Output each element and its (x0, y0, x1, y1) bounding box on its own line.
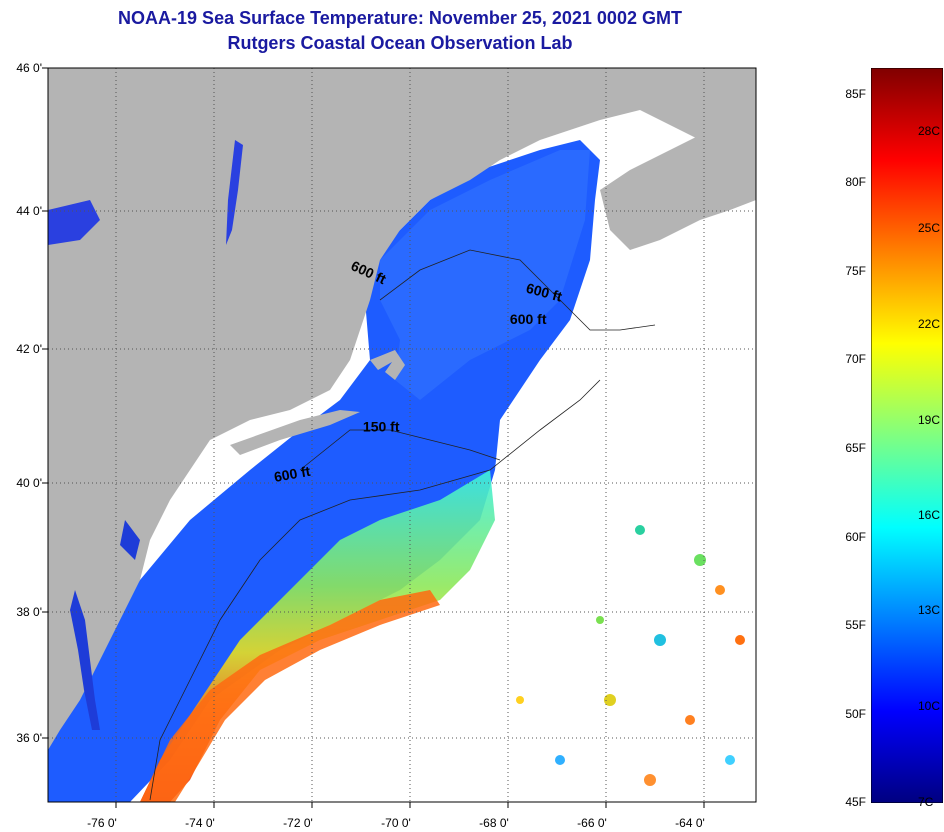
colorbar-c-label: 19C (918, 413, 941, 427)
map-subtitle: Rutgers Coastal Ocean Observation Lab (227, 33, 573, 53)
map-frame (47, 67, 757, 803)
lat-label: 38 0' (16, 605, 42, 619)
colorbar-f-label: 60F (845, 530, 866, 544)
offshore-patches (516, 525, 745, 786)
lon-label: -74 0' (185, 816, 215, 830)
colorbar-f-label: 75F (845, 264, 866, 278)
colorbar-c-label: 7C (918, 795, 934, 809)
colorbar-c-label: 28C (918, 124, 941, 138)
lat-label: 42 0' (16, 342, 42, 356)
colorbar-f-label: 45F (845, 795, 866, 809)
contour-label: 600 ft (510, 311, 547, 327)
land-us-east-coast (48, 68, 756, 750)
lon-label: -68 0' (479, 816, 509, 830)
colorbar-f-label: 85F (845, 87, 866, 101)
depth-contours (149, 249, 656, 801)
colorbar-c-label: 16C (918, 508, 941, 522)
gulf-of-maine-water (380, 150, 590, 400)
lon-label: -70 0' (381, 816, 411, 830)
lat-label: 46 0' (16, 61, 42, 75)
contour-label: 150 ft (363, 419, 400, 435)
colorbar-c-label: 22C (918, 317, 941, 331)
land-cape-cod (370, 350, 405, 380)
lon-label: -72 0' (283, 816, 313, 830)
colorbar-f-label: 65F (845, 441, 866, 455)
colorbar-f-label: 50F (845, 707, 866, 721)
colorbar-c-label: 13C (918, 603, 941, 617)
chesapeake-bay (70, 590, 100, 730)
lat-label: 36 0' (16, 731, 42, 745)
land-nova-scotia (600, 130, 756, 250)
colorbar-c-label: 25C (918, 221, 941, 235)
colorbar-f-label: 55F (845, 618, 866, 632)
gulf-stream (140, 590, 440, 802)
colorbar-f-label: 70F (845, 352, 866, 366)
lat-label: 40 0' (16, 476, 42, 490)
colorbar-f-label: 80F (845, 175, 866, 189)
temperature-colorbar (871, 68, 943, 803)
delaware-bay (120, 520, 140, 560)
inland-river (226, 140, 243, 245)
map-title: NOAA-19 Sea Surface Temperature: Novembe… (118, 8, 682, 28)
land-long-island (230, 410, 360, 455)
axis-ticks (42, 67, 705, 808)
lon-label: -64 0' (675, 816, 705, 830)
lat-label: 44 0' (16, 204, 42, 218)
colorbar-c-label: 10C (918, 699, 941, 713)
lon-label: -76 0' (87, 816, 117, 830)
contour-label: 600 ft (273, 463, 312, 485)
lon-label: -66 0' (577, 816, 607, 830)
